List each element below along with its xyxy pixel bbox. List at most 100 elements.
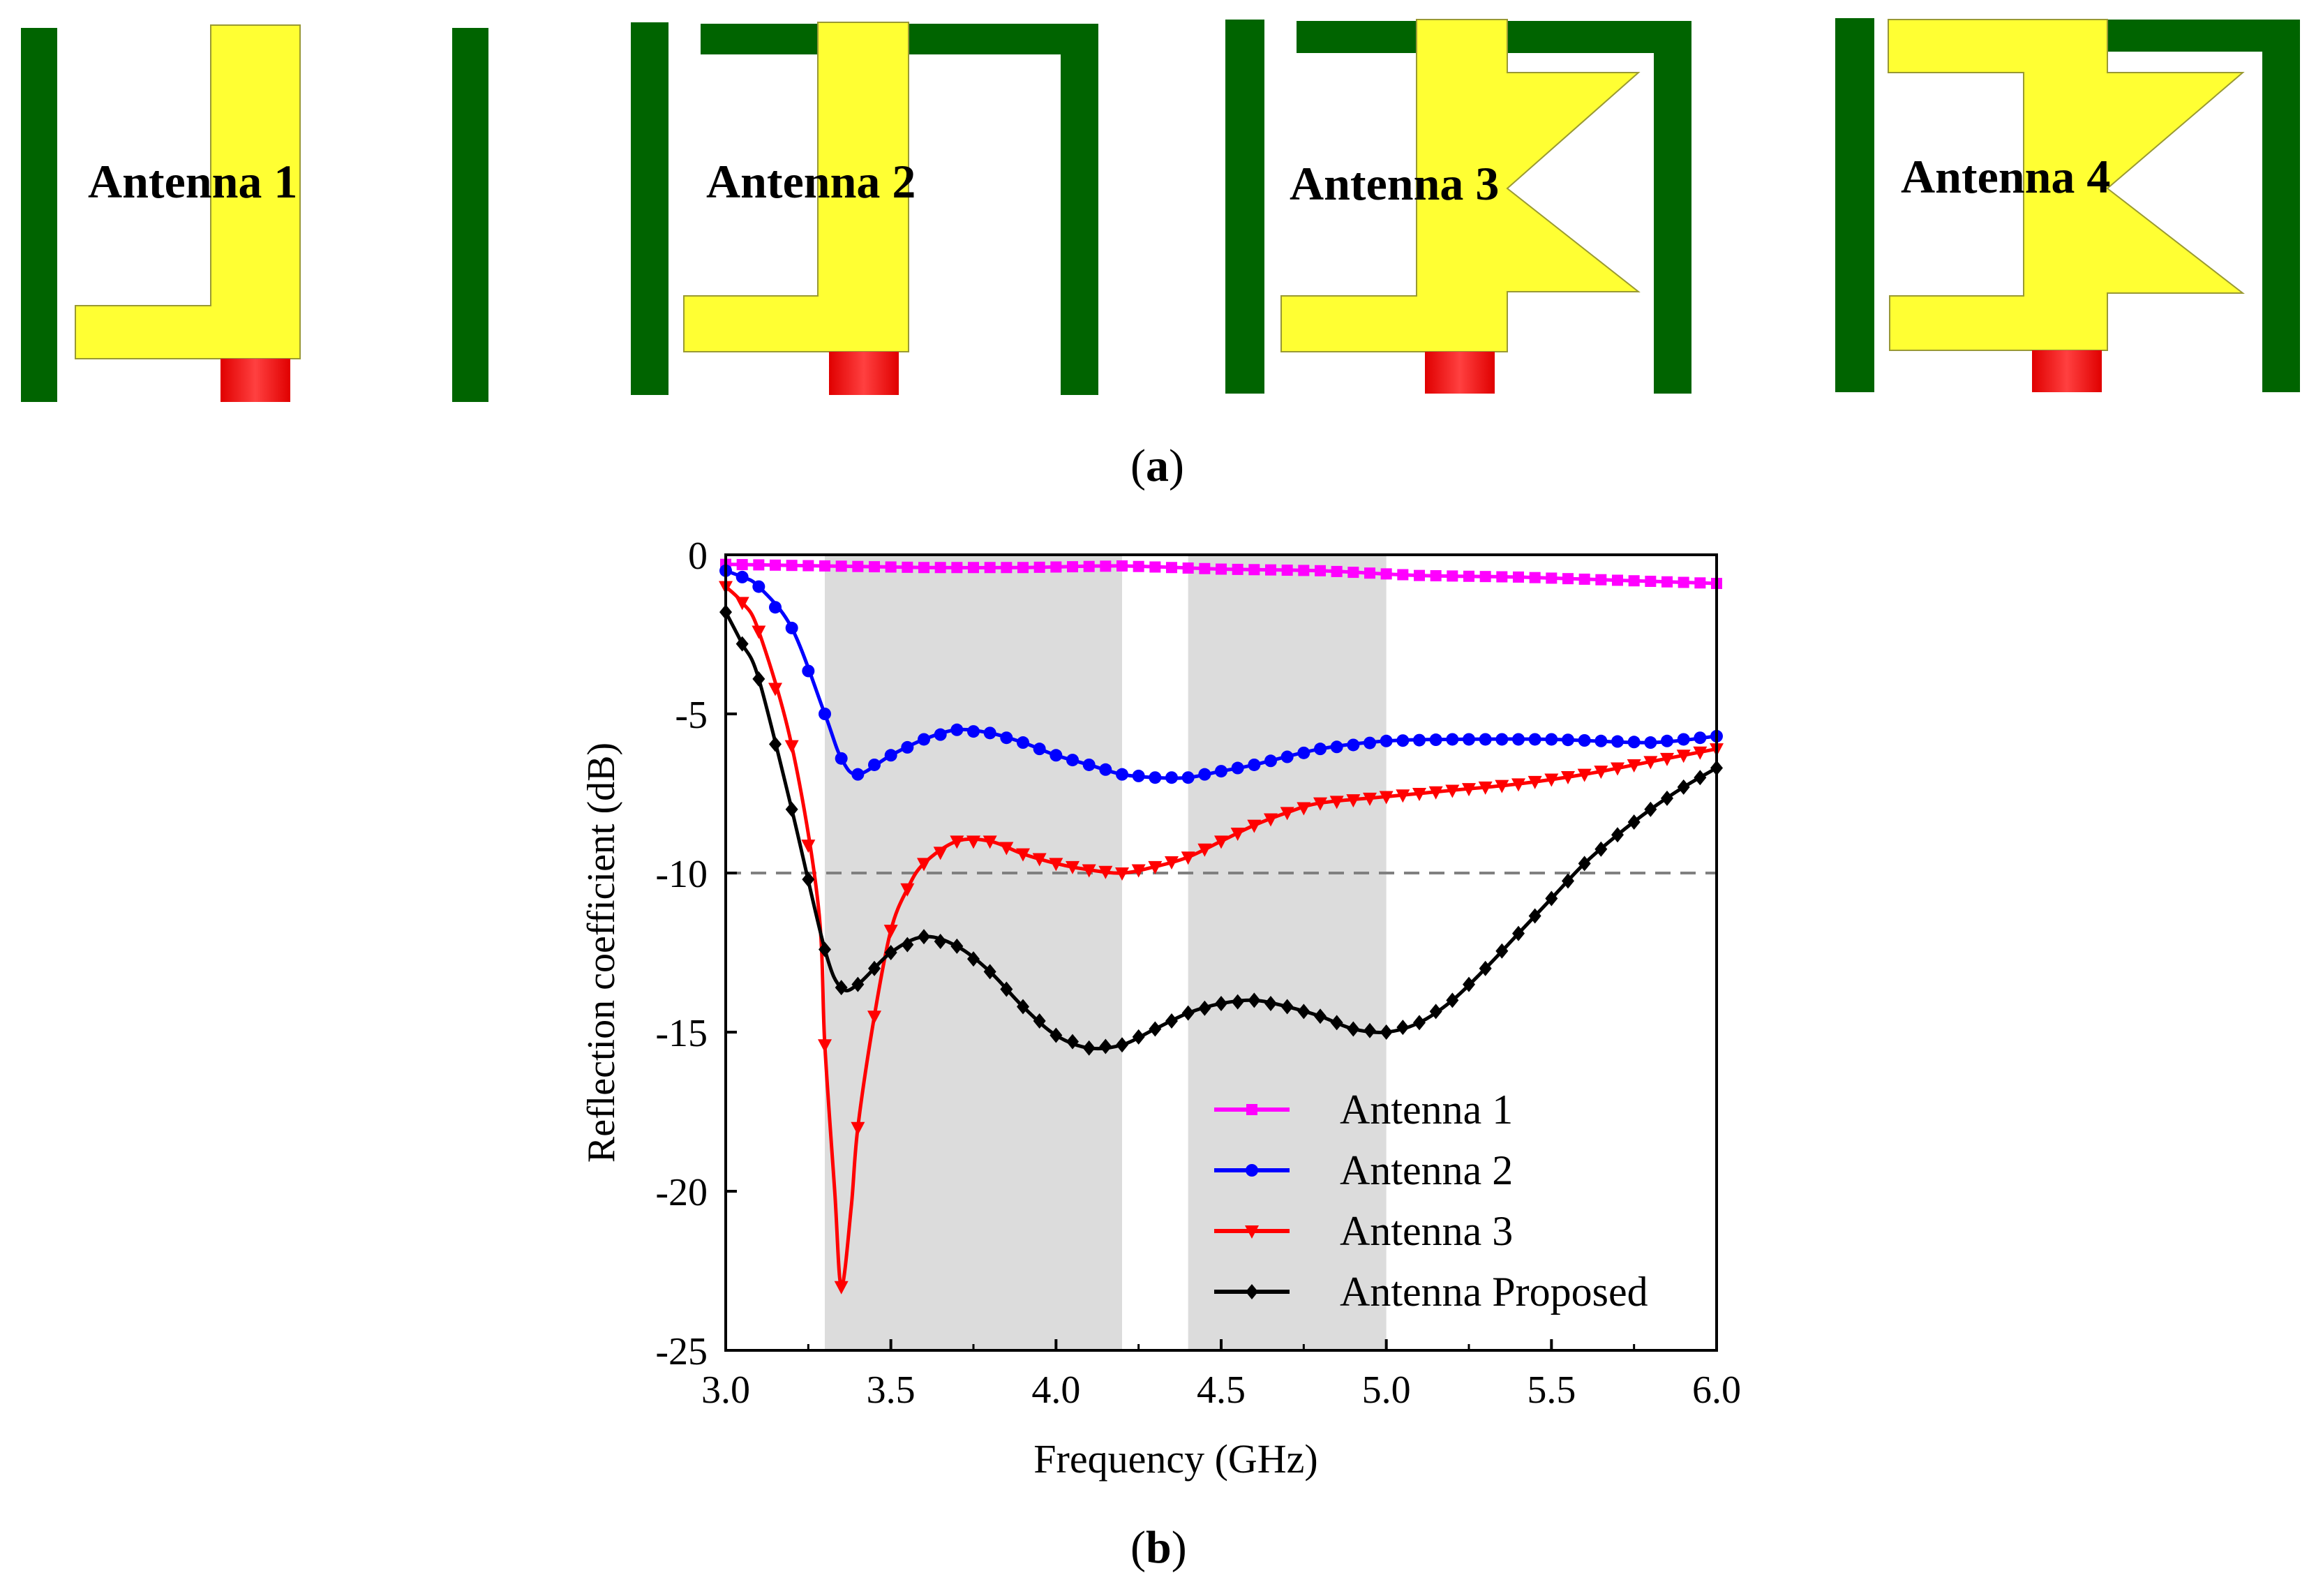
data-point — [951, 562, 963, 574]
data-point — [1016, 848, 1030, 862]
data-point — [1099, 763, 1112, 776]
data-point — [1430, 570, 1442, 582]
data-point — [1396, 734, 1410, 747]
data-point — [1364, 567, 1375, 579]
data-point — [786, 560, 798, 572]
data-point — [1131, 864, 1146, 878]
data-point — [918, 929, 930, 945]
data-point — [1116, 1037, 1128, 1053]
data-point — [1116, 560, 1128, 572]
data-point — [1215, 765, 1227, 778]
data-point — [884, 945, 897, 960]
series-antenna-1 — [720, 558, 1722, 590]
data-point — [934, 728, 947, 741]
data-point — [1380, 734, 1393, 747]
data-point — [1083, 560, 1095, 572]
data-point — [999, 842, 1014, 856]
data-point — [883, 925, 898, 939]
x-tick-label: 4.0 — [1031, 1368, 1080, 1412]
series-line — [725, 569, 1717, 780]
data-point — [1000, 981, 1013, 997]
data-point — [1628, 575, 1640, 587]
data-point — [1397, 569, 1409, 581]
data-point — [1313, 797, 1327, 811]
data-point — [1577, 768, 1592, 782]
data-point — [1232, 563, 1243, 575]
legend-label: Antenna 3 — [1340, 1208, 1513, 1254]
data-point — [1544, 773, 1559, 787]
data-point — [1463, 570, 1474, 582]
ground-strip — [1835, 18, 1874, 392]
ground-frame — [2107, 20, 2300, 392]
shaded-band — [1188, 555, 1387, 1350]
data-point — [1330, 740, 1343, 754]
data-point — [1099, 1038, 1112, 1054]
series-antenna-proposed — [719, 604, 1723, 1056]
data-point — [1281, 565, 1293, 576]
data-point — [1561, 771, 1575, 785]
ground-strip — [21, 28, 57, 402]
y-tick-label: -15 — [655, 1012, 708, 1055]
data-point — [1264, 754, 1277, 768]
data-point — [934, 562, 946, 574]
data-point — [1033, 1013, 1046, 1029]
data-point — [1428, 786, 1443, 800]
data-point — [1676, 749, 1691, 763]
data-point — [1413, 733, 1426, 747]
data-point — [1297, 1004, 1310, 1020]
data-point — [1017, 736, 1029, 749]
data-point — [802, 560, 814, 572]
data-point — [1446, 733, 1459, 746]
data-point — [1149, 771, 1162, 784]
data-point — [1528, 733, 1541, 746]
data-point — [1545, 733, 1558, 746]
data-point — [902, 561, 913, 573]
data-point — [1479, 733, 1492, 746]
data-point — [1314, 743, 1327, 756]
data-point — [901, 740, 914, 754]
x-tick-label: 4.5 — [1197, 1368, 1246, 1412]
data-point — [735, 636, 749, 652]
data-point — [918, 733, 930, 746]
data-point — [1644, 736, 1657, 749]
data-point — [869, 561, 880, 573]
data-point — [720, 558, 731, 570]
data-point — [1710, 743, 1724, 757]
data-point — [918, 562, 929, 574]
data-point — [1067, 561, 1078, 573]
ground-strip — [631, 22, 668, 395]
data-point — [819, 708, 831, 720]
data-point — [1049, 858, 1063, 872]
data-point — [1677, 733, 1690, 746]
data-point — [1182, 562, 1194, 574]
data-point — [1265, 564, 1276, 576]
data-point — [1245, 1225, 1259, 1239]
data-point — [1246, 1104, 1257, 1115]
shaded-band — [825, 555, 1122, 1350]
data-point — [1611, 827, 1624, 843]
data-point — [1412, 788, 1426, 801]
data-point — [1165, 771, 1178, 784]
data-point — [900, 883, 915, 897]
ground-strip — [452, 28, 488, 402]
data-point — [802, 872, 815, 888]
y-tick-label: -20 — [655, 1171, 708, 1214]
data-point — [835, 752, 848, 765]
data-point — [1364, 1022, 1376, 1038]
x-axis-label: Frequency (GHz) — [1033, 1436, 1317, 1482]
data-point — [802, 664, 815, 678]
antenna-2-label: Antenna 2 — [706, 155, 916, 208]
data-point — [1066, 754, 1079, 767]
data-point — [1677, 779, 1690, 795]
data-point — [1693, 746, 1708, 760]
data-point — [1512, 733, 1525, 746]
data-point — [1199, 562, 1211, 574]
data-point — [1463, 976, 1475, 992]
data-point — [1511, 778, 1525, 792]
data-point — [719, 581, 733, 595]
data-point — [1694, 731, 1707, 745]
data-point — [835, 560, 847, 572]
series-line — [724, 611, 1718, 1051]
data-point — [736, 559, 748, 571]
data-point — [1033, 743, 1046, 756]
